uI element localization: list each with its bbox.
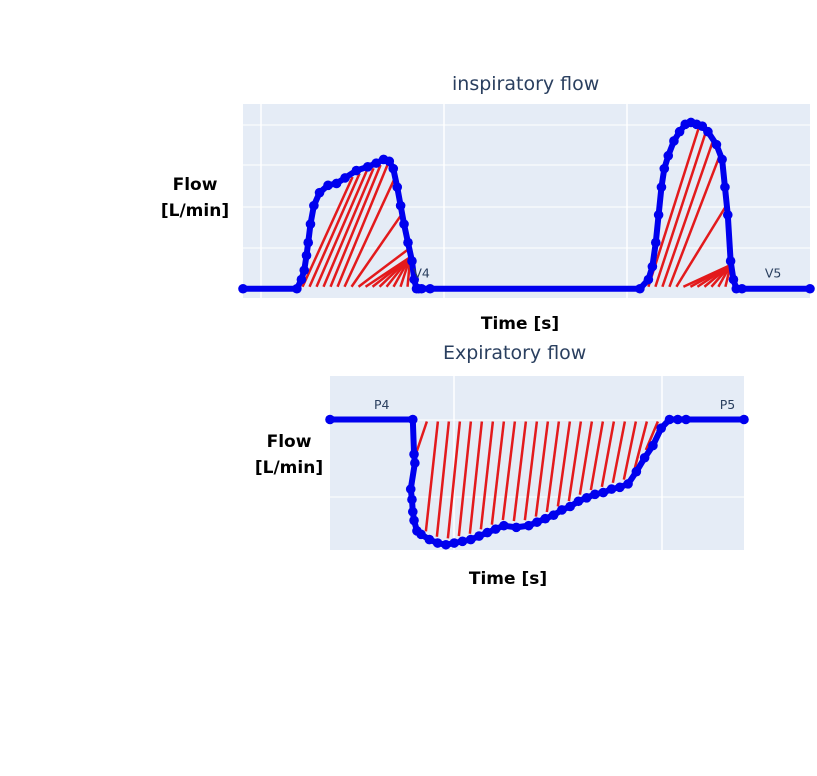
- chart1-data-point: [403, 238, 413, 248]
- chart2-data-point: [512, 523, 522, 533]
- chart1-data-point: [392, 182, 402, 192]
- chart1-data-point: [238, 284, 248, 294]
- chart2-data-point: [416, 530, 426, 540]
- chart2-data-point: [499, 521, 509, 531]
- chart2-data-point: [540, 514, 550, 524]
- chart2-plot: P4 P5: [325, 376, 749, 550]
- chart2-data-point: [623, 479, 633, 489]
- chart2-data-point: [565, 502, 575, 512]
- chart1-data-point: [703, 127, 713, 137]
- chart1-data-point: [309, 201, 319, 211]
- chart1-annotation-v5: V5: [765, 266, 782, 281]
- chart1-data-point: [297, 275, 307, 285]
- chart2-data-point: [483, 528, 493, 538]
- chart2-data-point: [466, 535, 476, 545]
- chart2-data-point: [582, 493, 592, 503]
- chart1-data-point: [306, 219, 316, 229]
- chart1-data-point: [659, 164, 669, 174]
- chart1-data-point: [396, 201, 406, 211]
- chart2-data-point: [739, 415, 749, 425]
- chart2-data-point: [408, 507, 418, 517]
- chart2-data-point: [607, 484, 617, 494]
- chart2-data-point: [407, 495, 417, 505]
- chart1-data-point: [425, 284, 435, 294]
- chart1-data-point: [388, 164, 398, 174]
- chart1-data-point: [299, 265, 309, 275]
- chart1-data-point: [644, 275, 654, 285]
- chart2-data-point: [665, 415, 675, 425]
- chart2-data-point: [681, 415, 691, 425]
- chart1-data-point: [651, 238, 661, 248]
- chart1-data-point: [352, 166, 362, 176]
- chart2-data-point: [598, 488, 608, 498]
- chart1-data-point: [648, 262, 658, 272]
- chart2-data-point: [474, 531, 484, 541]
- chart1-data-point: [712, 140, 722, 150]
- chart1-plot: V4 V5: [238, 104, 815, 298]
- chart2-data-point: [648, 441, 658, 451]
- chart2-data-point: [590, 490, 600, 500]
- chart2-data-point: [673, 415, 683, 425]
- chart2-data-point: [406, 484, 416, 494]
- chart1-data-point: [303, 238, 313, 248]
- chart2-data-point: [449, 538, 459, 548]
- chart2-data-point: [441, 540, 451, 550]
- chart1-data-point: [729, 275, 739, 285]
- chart1-data-point: [723, 210, 733, 220]
- chart1-data-point: [302, 251, 312, 261]
- chart1-data-point: [340, 173, 350, 183]
- chart1-data-point: [720, 182, 730, 192]
- chart2-data-point: [615, 483, 625, 493]
- chart2-data-point: [408, 415, 418, 425]
- chart1-data-point: [363, 162, 373, 172]
- chart2-data-point: [656, 423, 666, 433]
- chart2-data-point: [325, 415, 335, 425]
- chart1-data-point: [417, 284, 427, 294]
- chart2-annotation-p4: P4: [374, 397, 390, 412]
- chart1-data-point: [805, 284, 815, 294]
- chart2-data-point: [532, 517, 542, 527]
- chart2-data-point: [425, 535, 435, 545]
- chart1-data-point: [635, 284, 645, 294]
- chart2-data-point: [574, 496, 584, 506]
- chart1-data-point: [407, 256, 417, 266]
- chart1-data-point: [323, 180, 333, 190]
- chart1-annotation-v4: V4: [413, 266, 430, 281]
- chart2-data-point: [410, 458, 420, 468]
- chart1-data-point: [332, 179, 342, 189]
- chart1-data-point: [726, 256, 736, 266]
- chart1-data-point: [292, 284, 302, 294]
- chart2-data-point: [557, 505, 567, 515]
- chart2-data-point: [640, 453, 650, 463]
- chart2-data-point: [458, 537, 468, 547]
- chart2-data-point: [409, 450, 419, 460]
- chart1-data-point: [654, 210, 664, 220]
- chart2-data-point: [409, 516, 419, 526]
- chart2-data-point: [632, 467, 642, 477]
- chart1-data-point: [663, 151, 673, 161]
- chart1-data-point: [737, 284, 747, 294]
- chart2-data-point: [491, 524, 501, 534]
- chart2-data-point: [433, 538, 443, 548]
- chart1-data-point: [399, 219, 409, 229]
- chart1-data-point: [315, 188, 325, 198]
- chart2-data-point: [549, 510, 559, 520]
- chart2-annotation-p5: P5: [720, 397, 736, 412]
- chart1-data-point: [657, 182, 667, 192]
- chart1-data-point: [717, 155, 727, 165]
- chart1-data-point: [669, 136, 679, 146]
- chart2-data-point: [524, 521, 534, 531]
